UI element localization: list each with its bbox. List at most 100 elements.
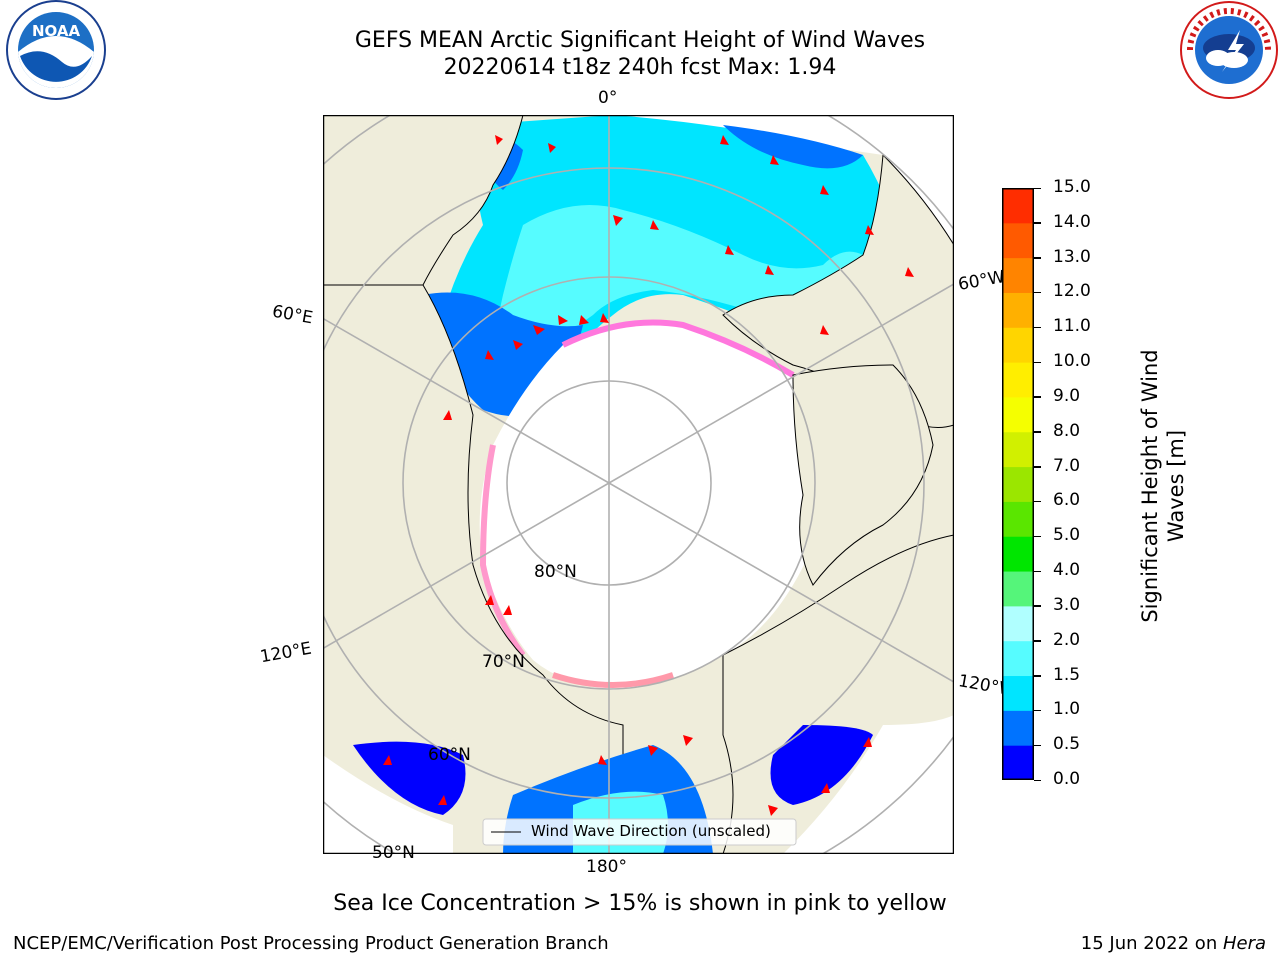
wind-arrow [600,313,609,323]
colorbar-tick-label: 2.0 [1053,629,1081,650]
colorbar-swatches [1002,188,1034,781]
colorbar-tick-label: 6.0 [1053,490,1081,511]
wind-arrow [613,215,623,226]
lat-label-70n: 70°N [482,652,525,672]
europe-land [323,115,524,286]
map-frame [322,114,955,855]
wind-arrow [485,595,494,605]
lon-label-60e: 60°E [270,301,315,329]
wind-arrow [863,737,872,747]
colorbar-tick-mark [1034,361,1041,364]
wave-field-atlantic-inner [498,205,913,373]
lat-label-80n: 80°N [534,562,577,582]
colorbar-tick-mark [1034,222,1041,224]
colorbar-tick-label: 10.0 [1053,351,1091,372]
wind-arrow [503,605,512,615]
wind-arrow [533,325,545,335]
colorbar-tick-label: 15.0 [1053,177,1091,197]
colorbar-band [1002,257,1034,293]
noaa-logo: NOAA [2,0,112,104]
wave-field-okhotsk [353,741,466,815]
wind-arrow [513,340,523,350]
colorbar-tick-mark [1034,570,1041,573]
ice-edge-siberia [479,444,526,657]
wind-arrow [821,783,830,793]
graticule [323,115,954,854]
colorbar-tick-mark [1034,500,1041,503]
footer-left: NCEP/EMC/Verification Post Processing Pr… [13,933,609,954]
footer-date: 15 Jun 2022 on [1080,933,1223,954]
colorbar-tick-mark [1034,187,1041,189]
lon-label-60w: 60°W [956,267,1007,295]
asia-land [323,284,624,854]
sea-ice-caption: Sea Ice Concentration > 15% is shown in … [333,891,947,916]
ice-edge-atlantic [561,319,795,378]
wave-field-norwegian [723,125,863,169]
colorbar-tick-mark [1034,779,1041,781]
wind-arrows [383,135,914,816]
wind-arrow [438,795,447,805]
wind-arrow [648,745,658,756]
colorbar-band [1002,327,1034,363]
colorbar-tick-mark [1034,535,1041,538]
wind-arrow [548,143,556,153]
sea-ice-area [479,322,833,690]
colorbar [1002,188,1034,781]
colorbar-band [1002,362,1034,398]
wind-arrow [905,267,914,277]
colorbar-tick-label: 3.0 [1053,594,1081,615]
colorbar-band [1002,605,1034,642]
colorbar-tick-mark [1034,466,1041,468]
colorbar-tick-label: 9.0 [1053,385,1081,406]
colorbar-band [1002,292,1034,328]
footer-machine: Hera [1222,933,1266,954]
colorbar-tick-label: 4.0 [1053,560,1081,581]
ice-edge-chukchi [552,672,674,688]
colorbar-band [1002,571,1034,607]
wind-arrow [820,185,829,195]
chart-title: GEFS MEAN Arctic Significant Height of W… [354,28,926,53]
meridian-60w [608,283,954,484]
nws-logo [1178,0,1280,104]
lat-label-60n: 60°N [428,745,471,765]
wind-arrow [768,805,778,816]
colorbar-band [1002,745,1034,781]
colorbar-tick-mark [1034,605,1041,607]
wind-arrow [495,135,503,145]
domain-outside-bottom-right [783,715,954,854]
wind-arrow [383,755,392,765]
colorbar-tick-mark [1034,640,1041,642]
colorbar-band [1002,431,1034,468]
domain-outside-bottom-left [323,755,453,854]
canadian-archipelago [792,364,934,586]
colorbar-label-line1: Significant Height of Wind [1138,349,1162,623]
colorbar-tick-mark [1034,291,1041,294]
colorbar-tick-label: 1.5 [1053,664,1081,685]
colorbar-band [1002,222,1034,259]
colorbar-band [1002,466,1034,502]
wind-arrow [485,350,494,360]
colorbar-tick-mark [1034,326,1041,329]
colorbar-tick-label: 8.0 [1053,420,1081,441]
lon-label-120e: 120°E [258,638,314,668]
wind-arrow [865,225,874,235]
lat-label-50n: 50°N [372,843,415,863]
colorbar-tick-label: 13.0 [1053,246,1091,267]
wind-arrow [579,315,589,325]
wind-arrow [443,410,452,420]
colorbar-tick-label: 1.0 [1053,699,1081,720]
domain-outside-top [613,115,954,245]
colorbar-tick-label: 14.0 [1053,211,1091,232]
meridian-120e [323,482,610,650]
wind-arrow [820,325,829,335]
chart-subtitle: 20220614 t18z 240h fcst Max: 1.94 [443,55,837,80]
colorbar-tick-mark [1034,257,1041,259]
colorbar-tick-label: 7.0 [1053,455,1081,476]
greenland [722,153,954,428]
wind-arrow [598,755,607,765]
colorbar-tick-mark [1034,431,1041,433]
colorbar-tick-mark [1034,709,1041,712]
colorbar-tick-mark [1034,744,1041,747]
colorbar-tick-mark [1034,675,1041,677]
colorbar-label: Significant Height of Wind Waves [m] [1137,326,1189,646]
